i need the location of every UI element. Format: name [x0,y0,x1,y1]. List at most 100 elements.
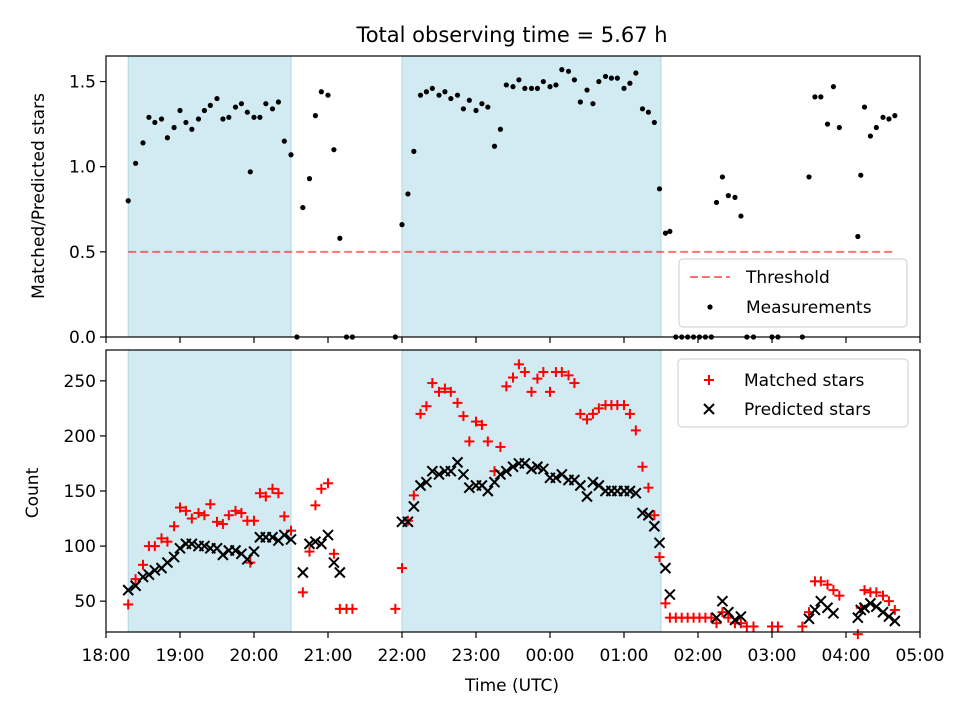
predicted-marker-b [315,538,328,550]
measurement-point [553,82,559,88]
predicted-star-point [285,533,297,546]
predicted-marker-b [568,474,581,486]
predicted-star-point [550,472,562,484]
measurement-point [662,230,669,236]
predicted-star-point [642,509,655,521]
predicted-marker-b [624,485,636,497]
matched-star-point [501,381,512,392]
measurement-point [861,104,868,110]
predicted-star-point [852,611,864,624]
measurement-point [836,124,842,131]
predicted-star-point [574,479,587,492]
predicted-star-point [525,463,538,475]
measurement-point [417,92,424,98]
predicted-marker-b [809,604,821,616]
y-tick-label: 0.5 [69,243,96,263]
predicted-marker-b [550,472,562,484]
predicted-marker-b [556,468,568,481]
measurement-point [667,228,673,235]
measurement-point [858,172,864,178]
matched-star-point [223,510,234,521]
matched-star-point [569,378,580,389]
matched-star-point [130,574,141,585]
measurement-point [540,78,546,85]
measurement-point [559,67,565,73]
predicted-marker-b [235,548,248,560]
matched-star-point [169,521,180,532]
measurement-point [183,119,189,126]
matched-star-point [476,419,487,430]
predicted-marker-b [420,476,433,488]
predicted-star-point [137,571,149,583]
measurement-point [300,204,306,211]
x-tick-label: 05:00 [896,646,945,666]
predicted-star-point [149,564,161,577]
matched-star-point [889,604,900,615]
top-legend: Threshold Measurements [678,258,908,328]
predicted-star-point [174,542,186,554]
measurement-point [251,114,257,120]
matched-star-point [519,367,530,378]
measurement-point [269,106,276,112]
measurement-point [247,169,253,175]
predicted-marker-b [457,468,470,481]
predicted-marker-b [278,529,291,541]
matched-star-point [193,508,204,519]
matched-star-point [230,505,241,516]
predicted-star-point [334,566,346,579]
measurement-point [189,126,195,132]
matched-star-point [390,603,401,614]
measurement-point [614,75,620,81]
measurement-point [281,138,287,144]
predicted-star-point [507,461,519,473]
predicted-star-point [328,556,340,569]
bottom-ylabel: Count [23,467,43,518]
measurement-point [645,109,652,115]
predicted-star-point [581,490,593,503]
predicted-star-point [877,606,889,618]
predicted-marker-b [248,545,260,558]
measurement-legend-marker [707,304,713,310]
predicted-star-point [451,456,464,469]
axes-frame [105,55,921,338]
matched-star-point [310,500,321,511]
predicted-star-point [735,610,747,623]
matched-legend-marker [704,375,714,385]
matched-star-point [637,461,648,472]
matched-star-point [205,499,216,510]
predicted-marker-b [309,535,322,548]
measurement-point [275,99,282,105]
measurement-point [429,85,435,91]
predicted-marker-b [433,468,445,481]
shaded-interval-1 [401,55,662,338]
predicted-star-point [537,463,550,475]
matched-star-point [434,386,444,397]
predicted-marker-b [137,571,149,583]
matched-star-point [711,618,722,629]
predicted-star-point [494,468,507,481]
measurement-point [263,101,269,107]
predicted-marker-b [659,562,672,574]
matched-star-point [397,563,407,574]
matched-star-point [859,585,870,596]
predicted-star-point [248,545,260,558]
predicted-marker-b [821,602,834,614]
predicted-marker-b [852,611,864,624]
matched-star-point [575,408,586,419]
threshold-legend-label: Threshold [745,268,830,288]
matched-star-point [328,548,339,559]
measurement-point [460,106,467,112]
measurement-point [423,89,430,95]
matched-star-point [717,607,728,618]
predicted-marker-b [229,544,242,557]
predicted-marker-b [211,542,223,554]
matched-star-point [587,408,598,419]
measurement-point [596,78,602,85]
measurement-point [399,222,405,228]
measurement-point [164,135,171,141]
measurement-point [528,85,535,91]
predicted-star-point [414,479,427,492]
matched-star-point [532,373,543,384]
x-tick-label: 21:00 [304,646,353,666]
